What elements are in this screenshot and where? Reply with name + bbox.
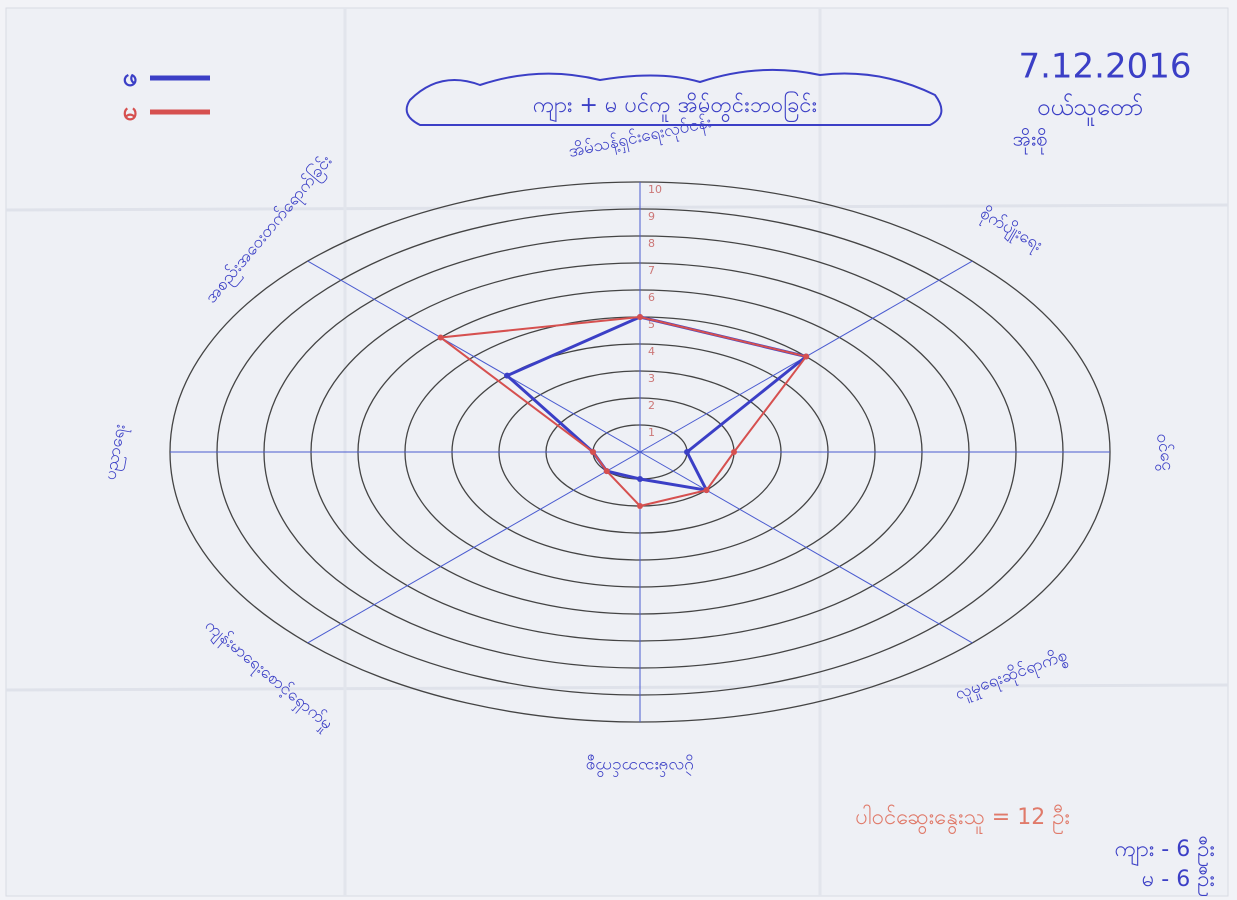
note: ပါဝင်ဆွေးနွေးသူ = 12 ဦး xyxy=(855,804,1070,835)
legend-label: ဖ xyxy=(123,63,138,93)
vertex xyxy=(731,449,737,455)
paper-fold xyxy=(5,203,1229,212)
vertex xyxy=(703,487,710,494)
vertex xyxy=(803,353,810,360)
axis-line xyxy=(307,260,641,453)
vertex xyxy=(637,503,643,509)
date: 7.12.2016 xyxy=(1018,47,1191,87)
note: ကျား - 6 ဦး xyxy=(1115,836,1215,866)
axis-label: ပွဲလမ်းသဘင်ကိစ္စ xyxy=(586,754,694,777)
note: မ - 6 ဦး xyxy=(1142,866,1215,896)
axis-line xyxy=(639,451,973,644)
vertex xyxy=(504,372,511,379)
r-tick-label: 2 xyxy=(648,399,655,412)
vertex xyxy=(603,468,610,475)
title-cloud xyxy=(405,68,943,126)
axis-line xyxy=(307,451,641,644)
r-tick-label: 3 xyxy=(648,372,655,385)
r-tick-label: 8 xyxy=(648,237,655,250)
r-tick-label: 4 xyxy=(648,345,655,358)
r-tick-label: 5 xyxy=(648,318,655,331)
paper-fold xyxy=(5,683,1229,692)
place: ဝယ်သူတော် xyxy=(1037,92,1143,126)
place: အိုးစို xyxy=(1013,127,1048,155)
r-tick-label: 9 xyxy=(648,210,655,223)
vertex xyxy=(637,314,643,320)
vertex xyxy=(684,449,690,455)
vertex xyxy=(437,334,444,341)
legend-label: မ xyxy=(123,97,138,127)
r-tick-label: 6 xyxy=(648,291,655,304)
r-tick-label: 10 xyxy=(648,183,662,196)
r-tick-label: 1 xyxy=(648,426,655,439)
r-tick-label: 7 xyxy=(648,264,655,277)
vertex xyxy=(637,476,643,482)
chart-title: ကျား + မ ပင်ကူ အိမ်တွင်းဘဝခြင်း xyxy=(533,91,817,123)
vertex xyxy=(590,449,596,455)
